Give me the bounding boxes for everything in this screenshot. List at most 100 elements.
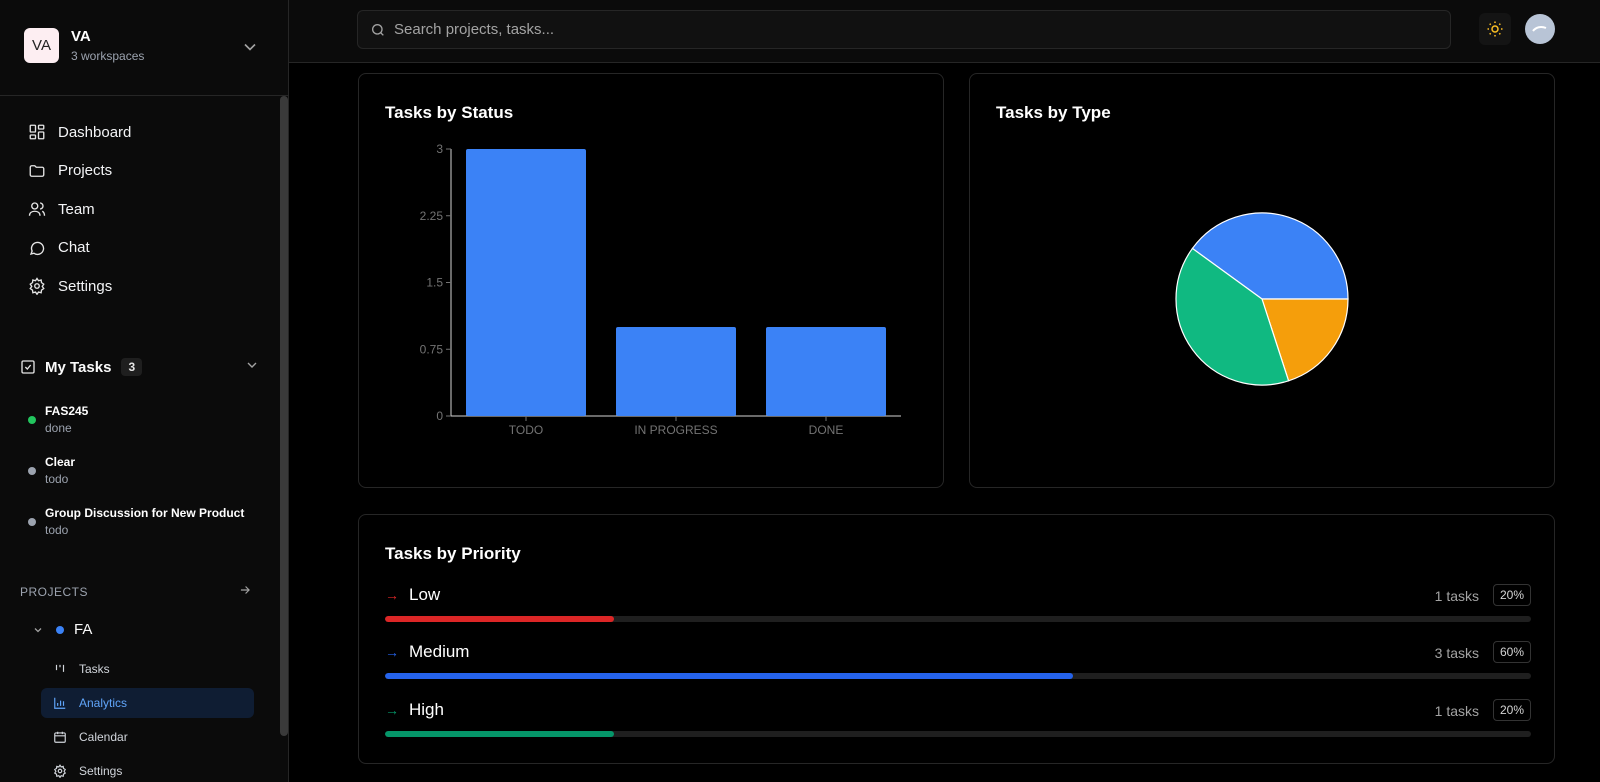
pie-slice [1191,212,1349,300]
y-tick-label: 3 [436,142,443,156]
users-icon [28,202,46,217]
arrow-right-icon: → [385,587,399,603]
workspace-switcher[interactable]: VA VA 3 workspaces [0,0,288,96]
tasks-by-type-card: Tasks by Type [969,73,1555,488]
search-input[interactable] [394,21,1294,38]
priority-row-high: → High 1 tasks 20% [385,699,1531,739]
main-nav: Dashboard Projects Team Chat Settings [18,113,268,306]
task-title: Group Discussion for New Product [45,506,245,520]
theme-toggle-button[interactable] [1479,13,1511,45]
y-tick-label: 2.25 [420,209,444,223]
workspace-subtitle: 3 workspaces [71,49,145,63]
task-title: Clear [45,455,76,469]
arrow-right-icon: → [385,702,399,718]
subitem-label: Tasks [79,662,110,676]
project-subitem-calendar[interactable]: Calendar [41,722,254,752]
x-tick-label: DONE [809,423,844,437]
x-tick-label: TODO [509,423,543,437]
pie-slice [1261,298,1349,382]
chevron-down-icon[interactable] [32,624,44,636]
priority-count: 3 tasks [1434,645,1479,661]
priority-percent-badge: 20% [1492,699,1531,721]
priority-progress-track [385,673,1531,679]
tasks-by-type-pie-chart [1175,212,1349,386]
subitem-label: Analytics [79,696,128,710]
y-tick-label: 0 [436,409,443,423]
project-color-dot [56,625,64,634]
priority-progress-track [385,616,1531,622]
priority-label: Low [409,585,441,604]
checkbox-icon [21,360,35,374]
search-box[interactable] [357,10,1451,49]
pie-slice [1175,247,1290,386]
nav-label: Team [58,200,95,218]
task-status-dot [28,518,36,526]
nav-label: Projects [58,162,113,180]
subitem-label: Settings [79,764,123,778]
bar [466,149,586,416]
nav-item-dashboard[interactable]: Dashboard [18,113,268,152]
arrow-right-icon[interactable] [238,583,252,597]
top-bar [289,0,1600,63]
project-item-fa[interactable]: FA [32,621,92,638]
nav-label: Dashboard [58,123,132,141]
chat-icon [29,241,45,255]
priority-label: Medium [409,642,470,661]
priority-count: 1 tasks [1434,588,1479,604]
nav-item-chat[interactable]: Chat [18,229,268,268]
task-title: FAS245 [45,404,89,418]
my-tasks-label: My Tasks [45,358,112,376]
bar-chart-icon [54,697,66,709]
task-status: todo [45,472,69,486]
kanban-icon [55,664,65,672]
gear-icon [53,764,67,778]
priority-row-low: → Low 1 tasks 20% [385,584,1531,624]
chevron-down-icon[interactable] [240,37,260,57]
priority-progress-track [385,731,1531,737]
priority-progress-fill [385,673,1073,679]
bar [616,327,736,416]
task-status: done [45,421,72,435]
projects-section-header: PROJECTS [20,585,252,599]
task-status-dot [28,467,36,475]
tasks-by-status-bar-chart: 0 0.75 1.5 2.25 3 TODO IN PROGRESS DONE [420,142,901,437]
card-title: Tasks by Type [996,103,1111,122]
workspace-name: VA [71,28,91,45]
chevron-down-icon[interactable] [244,357,260,373]
x-tick-label: IN PROGRESS [634,423,717,437]
nav-item-projects[interactable]: Projects [18,152,268,191]
priority-percent-badge: 60% [1492,641,1531,663]
nav-item-team[interactable]: Team [18,190,268,229]
nav-item-settings[interactable]: Settings [18,267,268,306]
task-status-dot [28,416,36,424]
sidebar: VA VA 3 workspaces Dashboard Projects Te… [0,0,289,782]
priority-progress-fill [385,731,615,737]
task-status: todo [45,523,69,537]
project-name: FA [74,621,93,638]
user-avatar[interactable] [1525,14,1555,44]
project-subitem-tasks[interactable]: Tasks [41,654,254,684]
project-subitem-settings[interactable]: Settings [41,756,254,782]
my-tasks-header[interactable]: My Tasks 3 [20,356,260,378]
priority-percent-badge: 20% [1492,584,1531,606]
priority-row-medium: → Medium 3 tasks 60% [385,641,1531,681]
y-tick-label: 0.75 [420,342,444,356]
sun-icon [1487,21,1503,37]
tasks-by-status-card: Tasks by Status 0 0.75 1.5 2.25 3 TODO IN PROG… [358,73,944,488]
priority-label: High [409,700,444,719]
priority-count: 1 tasks [1434,703,1479,719]
priority-progress-fill [385,616,615,622]
folder-icon [29,164,45,177]
card-title: Tasks by Priority [385,544,521,563]
projects-header-label: PROJECTS [20,585,89,599]
card-title: Tasks by Status [385,103,514,122]
nav-label: Settings [58,277,113,295]
subitem-label: Calendar [79,730,128,744]
avatar-image-icon [1532,26,1547,32]
tasks-by-priority-card: Tasks by Priority → Low 1 tasks 20% → Me… [358,514,1555,764]
gear-icon [29,277,45,296]
project-subitem-analytics[interactable]: Analytics [41,688,254,718]
bar [766,327,886,416]
nav-label: Chat [58,239,90,257]
sidebar-scrollbar[interactable] [280,96,288,736]
